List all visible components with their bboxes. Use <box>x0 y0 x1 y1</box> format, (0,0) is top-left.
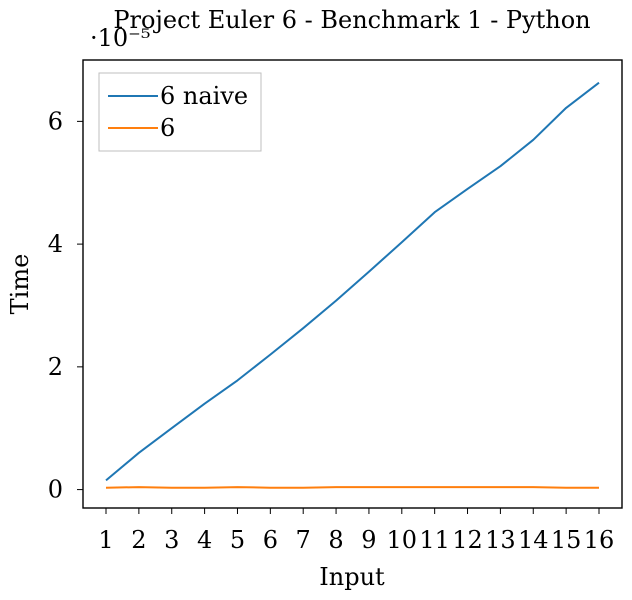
series-lines <box>105 81 600 489</box>
y-tick-label: 6 <box>48 107 63 135</box>
series-line-6 <box>105 486 599 489</box>
x-tick-label: 5 <box>230 526 245 554</box>
series-line-6-naive <box>105 81 600 482</box>
y-axis: 0 2 4 6 <box>48 107 83 504</box>
chart-title: Project Euler 6 - Benchmark 1 - Python <box>113 6 590 34</box>
x-tick-label: 8 <box>328 526 343 554</box>
y-tick-label: 2 <box>48 353 63 381</box>
x-tick-label: 7 <box>296 526 311 554</box>
legend-box <box>98 72 262 152</box>
legend-label-6: 6 <box>160 114 175 142</box>
legend: 6 naive 6 <box>98 72 262 152</box>
y-tick-label: 0 <box>48 476 63 504</box>
x-tick-label: 12 <box>452 526 483 554</box>
x-tick-label: 4 <box>197 526 212 554</box>
x-tick-label: 1 <box>98 526 113 554</box>
x-tick-label: 15 <box>551 526 582 554</box>
x-tick-label: 13 <box>485 526 516 554</box>
x-tick-label: 3 <box>164 526 179 554</box>
y-axis-label: Time <box>6 254 34 315</box>
plot-frame <box>82 59 623 509</box>
x-tick-label: 11 <box>419 526 450 554</box>
y-scale-label: ·10⁻⁵ <box>90 24 150 52</box>
x-tick-label: 2 <box>131 526 146 554</box>
x-axis-label: Input <box>319 563 385 591</box>
x-tick-label: 9 <box>361 526 376 554</box>
x-axis: 1 2 3 4 5 6 7 8 9 10 11 12 13 14 15 16 <box>98 508 614 554</box>
x-tick-label: 16 <box>584 526 615 554</box>
legend-label-6-naive: 6 naive <box>160 82 248 110</box>
x-tick-label: 6 <box>263 526 278 554</box>
y-tick-label: 4 <box>48 230 63 258</box>
x-tick-label: 14 <box>518 526 549 554</box>
x-tick-label: 10 <box>387 526 418 554</box>
